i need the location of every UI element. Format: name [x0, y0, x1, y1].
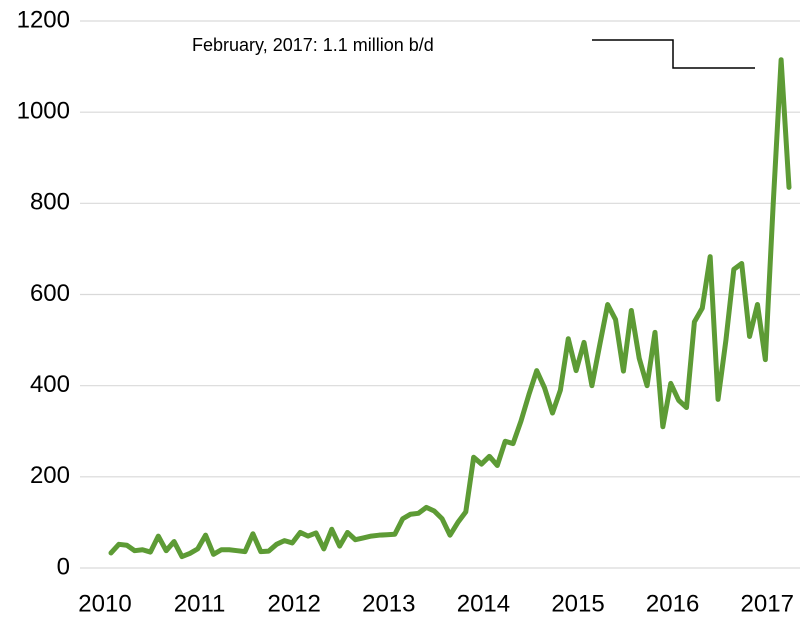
y-tick-label: 1200 [17, 6, 70, 33]
y-tick-label: 600 [30, 280, 70, 307]
y-tick-label: 200 [30, 462, 70, 489]
y-tick-label: 1000 [17, 98, 70, 125]
line [108, 57, 792, 560]
x-tick-label: 2015 [551, 590, 604, 617]
annotation: February, 2017: 1.1 million b/d [192, 35, 434, 55]
y-tick-label: 400 [30, 371, 70, 398]
x-tick-label: 2014 [457, 590, 510, 617]
x-tick-label: 2012 [268, 590, 321, 617]
x-tick-label: 2013 [362, 590, 415, 617]
y-tick-label: 0 [57, 553, 70, 580]
x-tick-label: 2010 [78, 590, 131, 617]
x-tick-label: 2011 [174, 590, 226, 617]
annotation-connector [592, 39, 755, 69]
x-tick-label: 2016 [646, 590, 699, 617]
x-tick-label: 2017 [741, 590, 794, 617]
y-tick-label: 800 [30, 189, 70, 216]
